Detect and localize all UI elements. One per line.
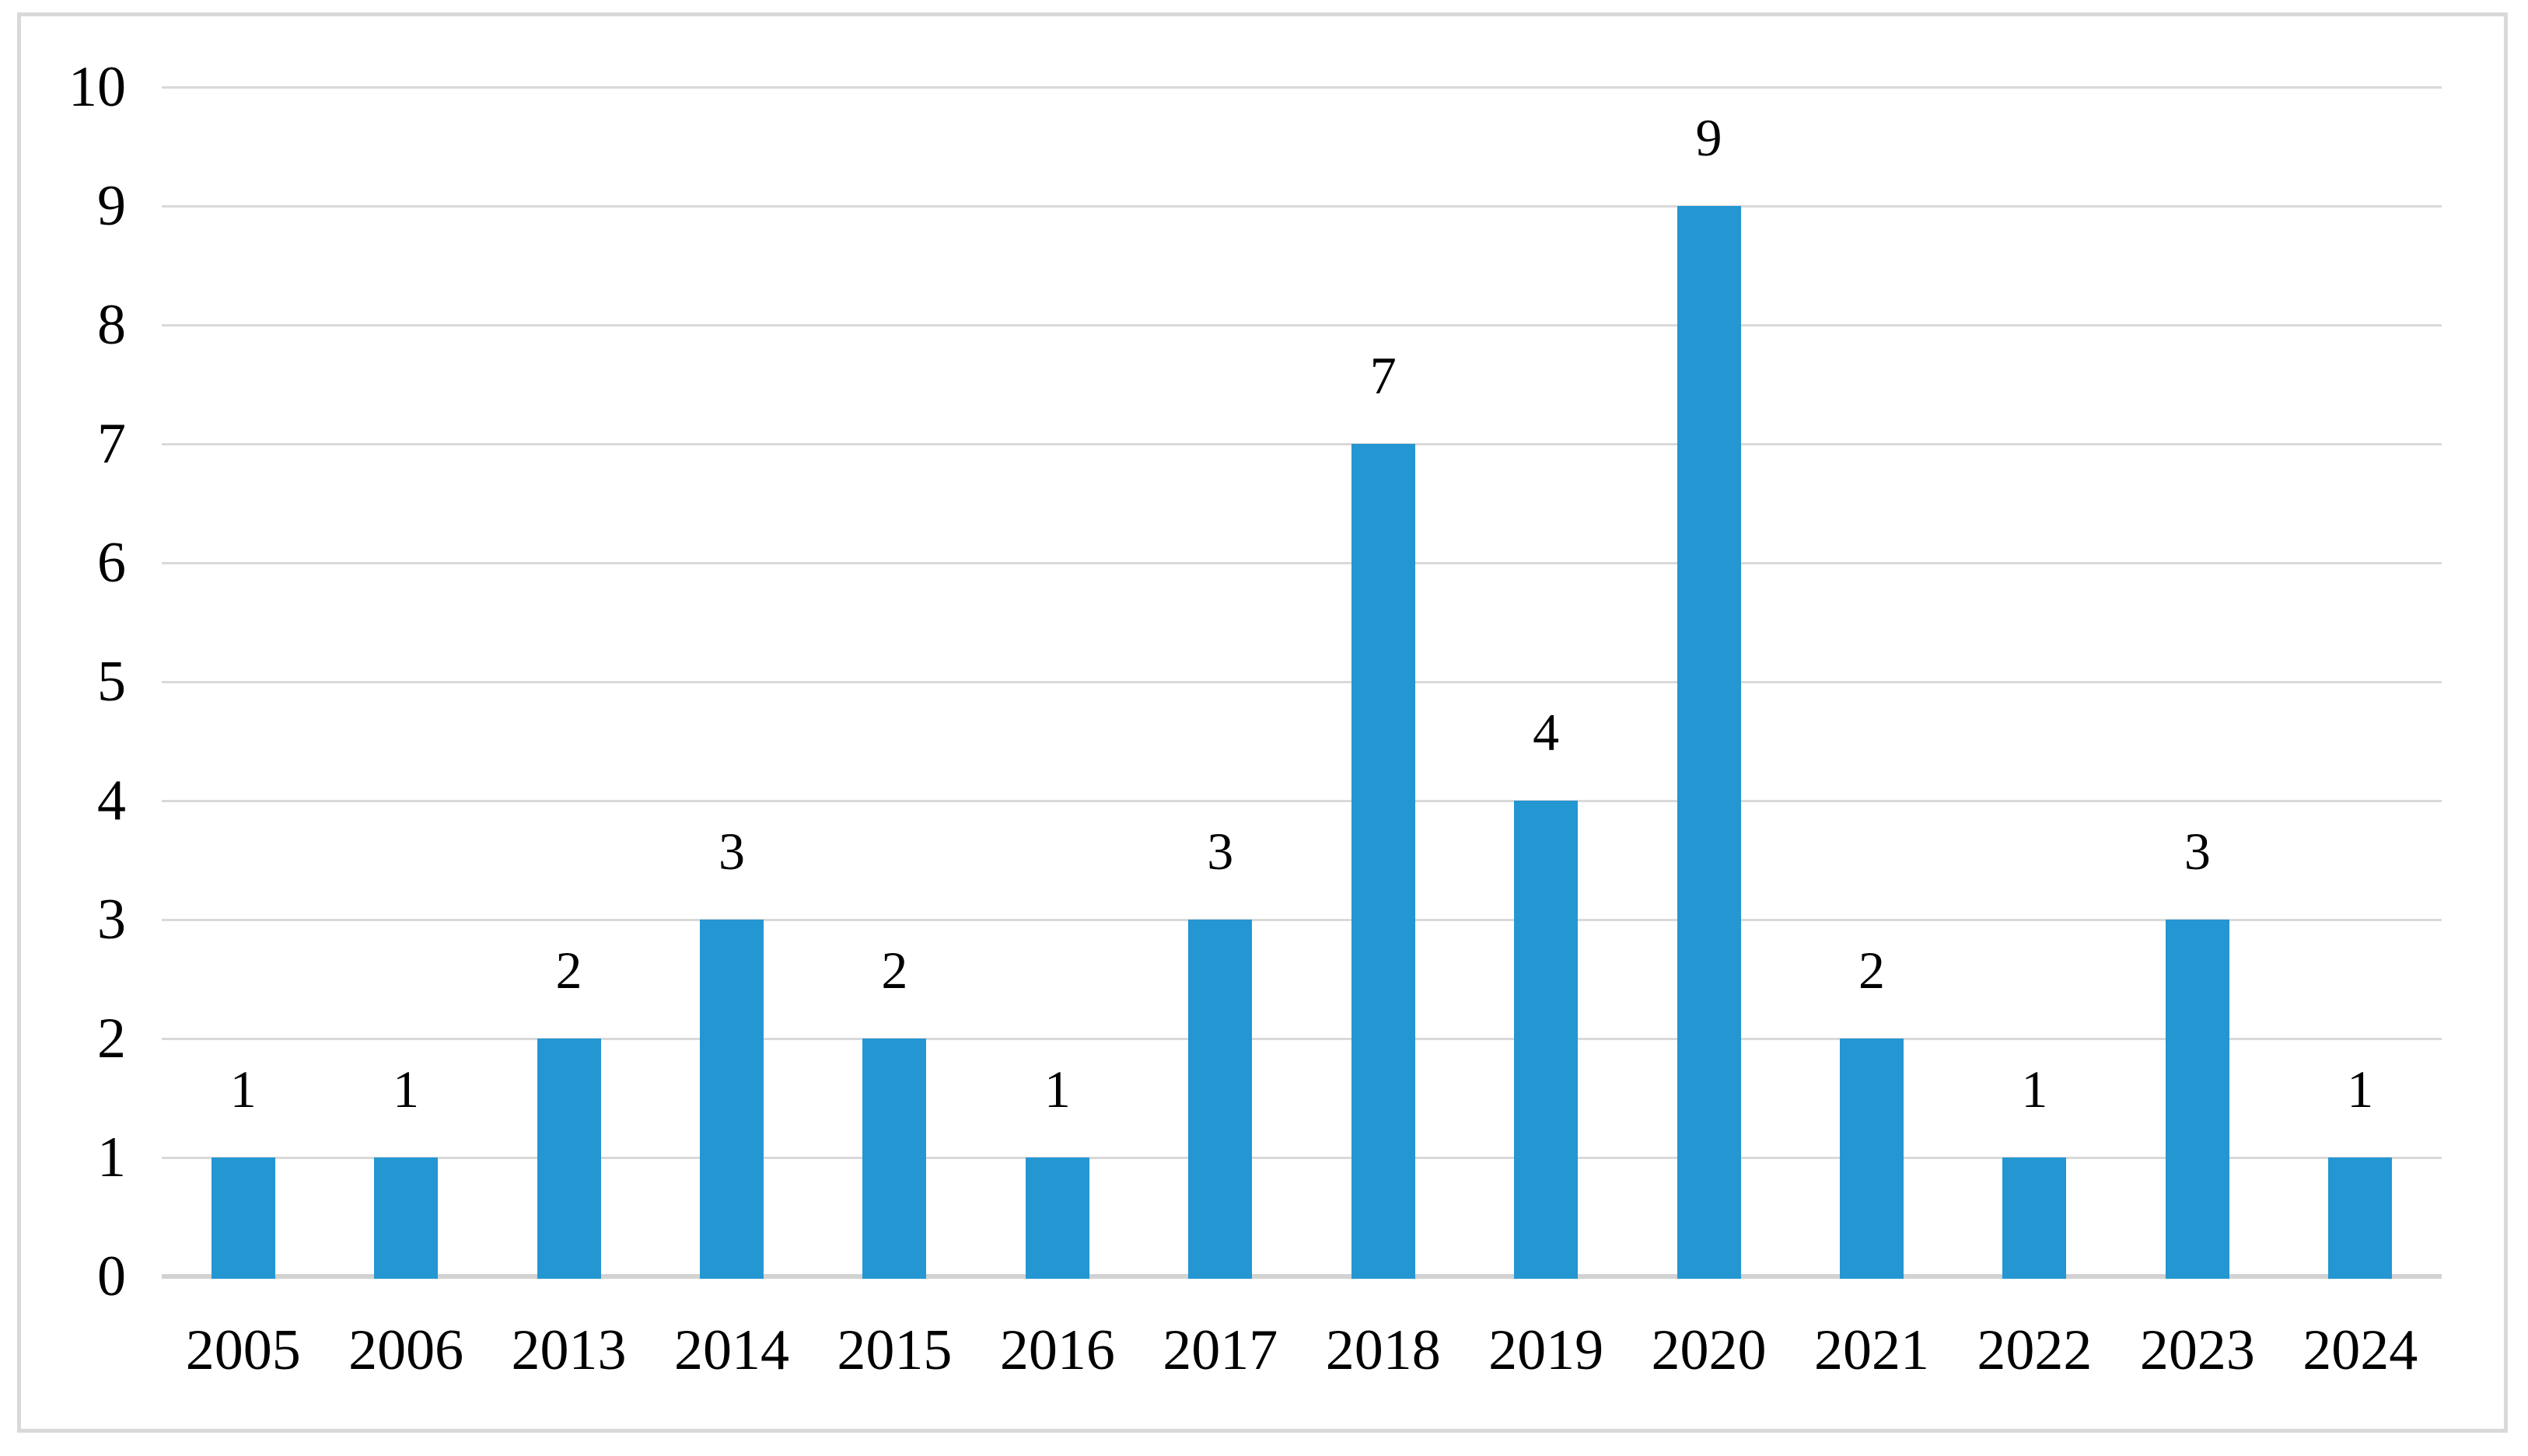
bar (1025, 1157, 1089, 1279)
bar (2328, 1157, 2393, 1279)
bar (862, 1039, 927, 1279)
plot-area: 1 1 2 3 2 1 3 7 4 9 2 1 3 1 (162, 86, 2442, 1279)
gridline (162, 562, 2442, 564)
y-tick-label: 2 (97, 1007, 126, 1070)
x-axis-baseline (162, 1274, 2442, 1279)
x-tick-label: 2020 (1651, 1318, 1767, 1382)
bar (374, 1157, 439, 1279)
bar (1514, 801, 1579, 1279)
bar (1677, 206, 1741, 1279)
gridline (162, 800, 2442, 802)
gridline (162, 86, 2442, 89)
bar-value-label: 3 (1207, 822, 1234, 881)
bar-value-label: 4 (1533, 703, 1560, 762)
bar (2002, 1157, 2067, 1279)
y-tick-label: 4 (97, 769, 126, 833)
bar-value-label: 1 (393, 1060, 420, 1119)
bar-value-label: 1 (229, 1060, 257, 1119)
bar-value-label: 1 (2021, 1060, 2048, 1119)
bar-value-label: 2 (555, 941, 582, 1000)
y-tick-label: 3 (97, 888, 126, 951)
gridline (162, 681, 2442, 683)
gridline (162, 1157, 2442, 1159)
bar-value-label: 2 (881, 941, 908, 1000)
y-tick-label: 8 (97, 293, 126, 357)
y-tick-label: 1 (97, 1126, 126, 1189)
gridline (162, 324, 2442, 326)
bar (700, 920, 764, 1279)
bar (1351, 444, 1415, 1279)
x-tick-label: 2014 (673, 1318, 789, 1382)
x-tick-label: 2024 (2302, 1318, 2418, 1382)
bar-value-label: 7 (1369, 346, 1397, 405)
x-tick-label: 2019 (1488, 1318, 1604, 1382)
y-tick-label: 6 (97, 531, 126, 595)
x-tick-label: 2016 (999, 1318, 1115, 1382)
y-tick-label: 0 (97, 1245, 126, 1308)
x-tick-label: 2013 (511, 1318, 627, 1382)
bar-value-label: 9 (1695, 108, 1722, 167)
bar (211, 1157, 275, 1279)
x-tick-label: 2005 (185, 1318, 301, 1382)
x-tick-label: 2022 (1977, 1318, 2093, 1382)
gridline (162, 205, 2442, 208)
bar (1188, 920, 1253, 1279)
gridline (162, 443, 2442, 445)
y-tick-label: 9 (97, 174, 126, 238)
y-tick-label: 5 (97, 650, 126, 714)
x-tick-label: 2006 (348, 1318, 464, 1382)
bar (2165, 920, 2229, 1279)
gridline (162, 1038, 2442, 1040)
bar (1840, 1039, 1904, 1279)
x-tick-label: 2021 (1813, 1318, 1929, 1382)
bar-value-label: 1 (1044, 1060, 1071, 1119)
bar-value-label: 3 (2184, 822, 2211, 881)
bar-value-label: 1 (2347, 1060, 2374, 1119)
x-tick-label: 2017 (1163, 1318, 1278, 1382)
bar (537, 1039, 601, 1279)
y-tick-label: 10 (68, 55, 126, 119)
y-tick-label: 7 (97, 412, 126, 476)
bar-value-label: 2 (1858, 941, 1885, 1000)
bar-value-label: 3 (718, 822, 745, 881)
gridline (162, 919, 2442, 921)
x-tick-label: 2018 (1325, 1318, 1441, 1382)
x-tick-label: 2023 (2139, 1318, 2255, 1382)
x-tick-label: 2015 (837, 1318, 953, 1382)
